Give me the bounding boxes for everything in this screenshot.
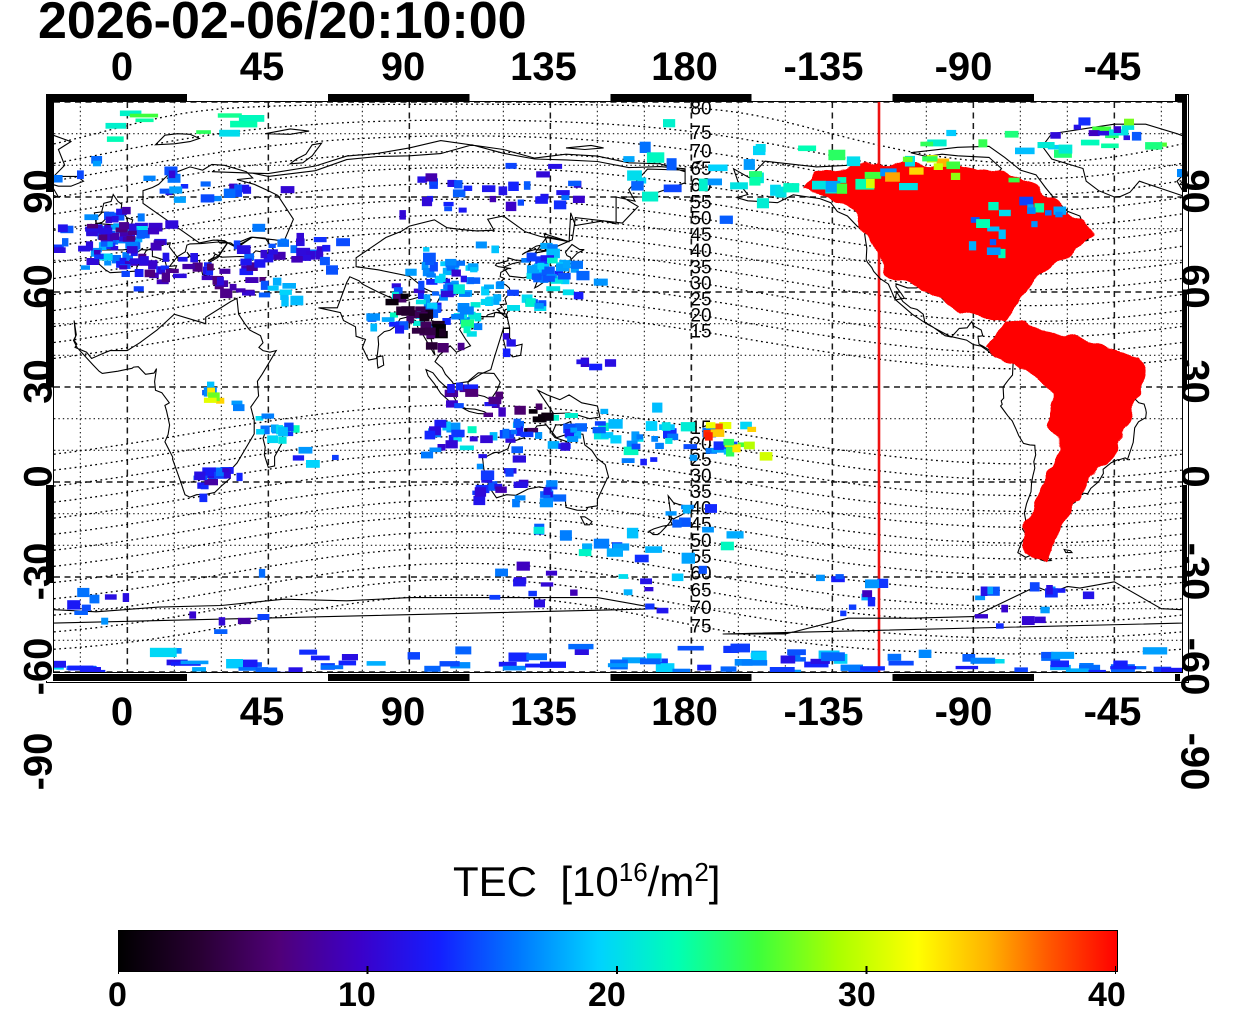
- svg-text:70: 70: [690, 142, 711, 163]
- svg-text:75: 75: [690, 617, 711, 638]
- svg-text:75: 75: [690, 123, 711, 144]
- svg-text:80: 80: [690, 102, 711, 120]
